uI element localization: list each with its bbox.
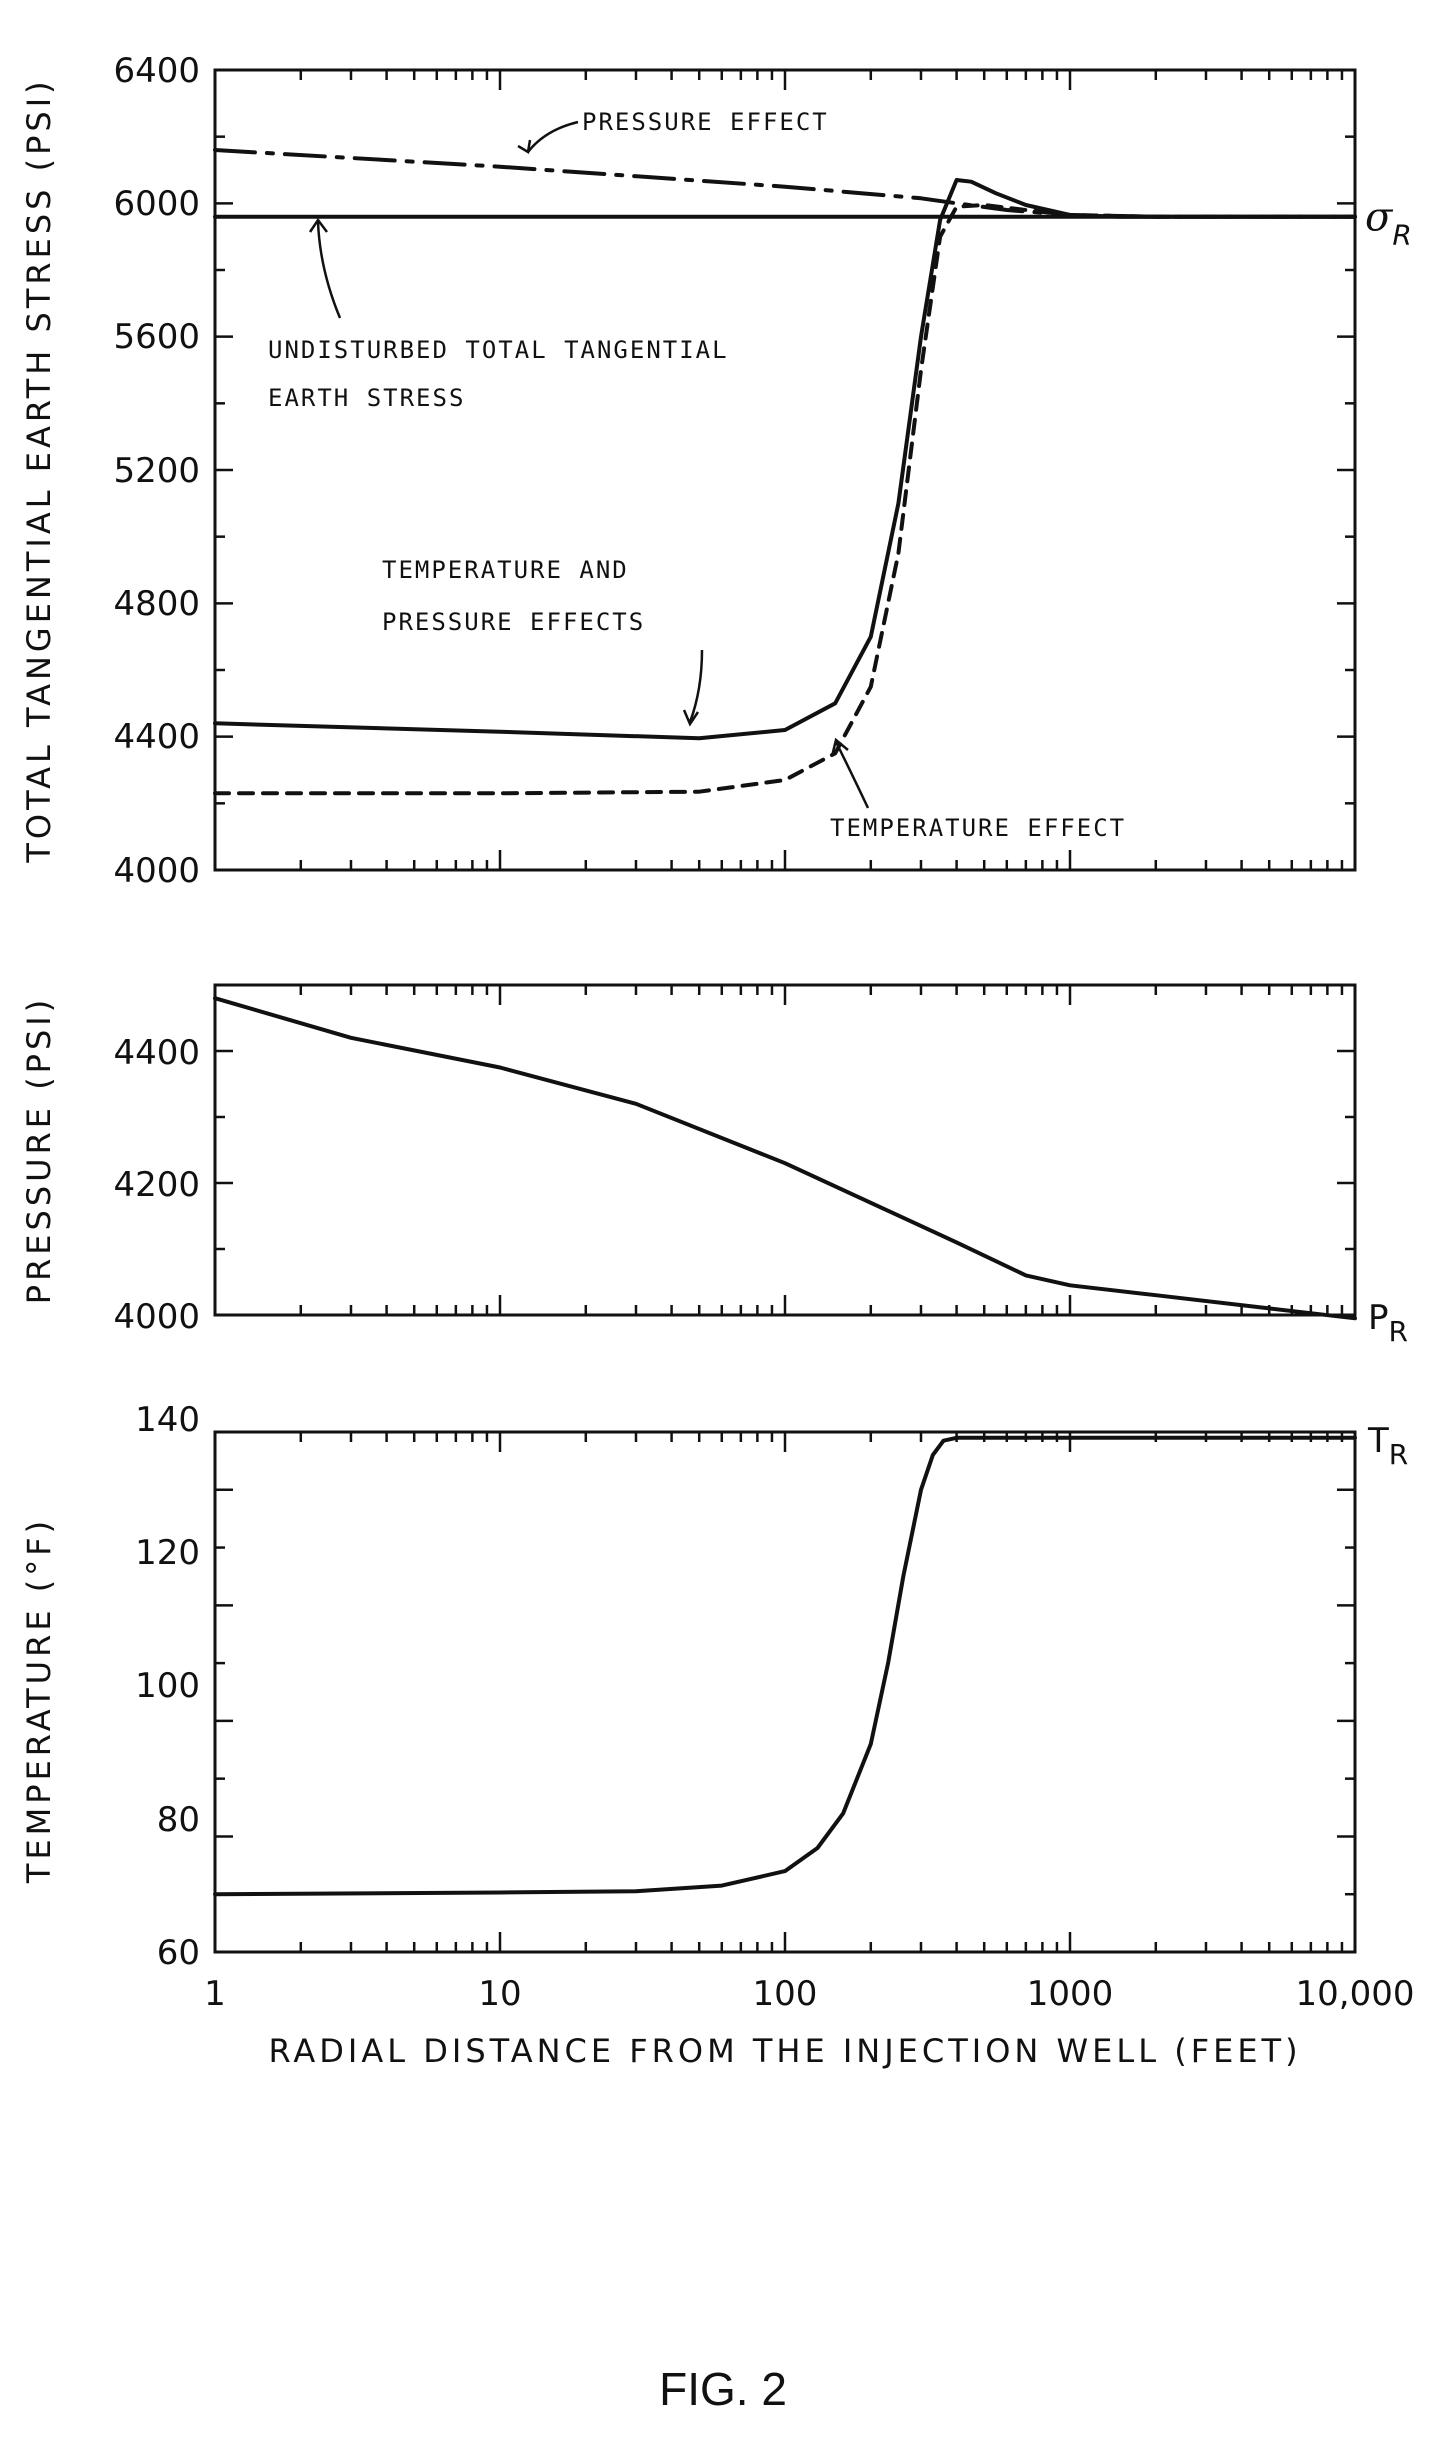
temperature-panel: TEMPERATURE (°F) 60 80 100 120 140 TR 1 …	[20, 1400, 1414, 2070]
temp-pressure-annotation-line2: PRESSURE EFFECTS	[382, 608, 645, 636]
pressure-effect-annotation: PRESSURE EFFECT	[582, 108, 829, 136]
temp-pressure-annotation-line1: TEMPERATURE AND	[382, 556, 629, 584]
pressure-plot-frame	[213, 983, 1357, 1317]
x-tick-label: 1	[204, 1974, 226, 2014]
pressure-effect-arrow	[527, 120, 579, 153]
temperature-effect-annotation: TEMPERATURE EFFECT	[830, 814, 1126, 842]
pressure-effect-arrowhead	[517, 139, 532, 155]
stress-y-tick: 5600	[113, 317, 200, 357]
temperature-y-tick: 100	[135, 1666, 200, 1706]
stress-plot-frame	[213, 68, 1357, 872]
stress-y-tick: 6400	[113, 51, 200, 91]
sigma-r-label: σR	[1365, 195, 1412, 252]
x-tick-label: 1000	[1027, 1974, 1114, 2014]
temperature-y-tick: 140	[135, 1400, 200, 1440]
pressure-y-tick: 4400	[113, 1033, 200, 1073]
temp-pressure-arrowhead	[682, 709, 700, 727]
stress-y-axis-label: TOTAL TANGENTIAL EARTH STRESS (PSI)	[20, 77, 58, 863]
pressure-y-axis-label: PRESSURE (PSI)	[20, 996, 58, 1304]
x-axis-label: RADIAL DISTANCE FROM THE INJECTION WELL …	[268, 2032, 1301, 2070]
pressure-y-tick: 4200	[113, 1165, 200, 1205]
temp-pressure-arrow	[688, 649, 704, 723]
temperature-y-axis-label: TEMPERATURE (°F)	[20, 1517, 58, 1884]
x-tick-label: 10	[478, 1974, 521, 2014]
temperature-y-tick: 80	[157, 1800, 200, 1840]
undisturbed-stress-annotation-line1: UNDISTURBED TOTAL TANGENTIAL	[268, 336, 729, 364]
pressure-y-tick: 4000	[113, 1297, 200, 1337]
stress-y-tick: 4400	[113, 717, 200, 757]
temperature-y-tick: 60	[157, 1933, 200, 1973]
temperature-plot-frame	[213, 1430, 1357, 1954]
pressure-axis-ticks	[213, 983, 1357, 1317]
undisturbed-stress-arrowhead	[308, 217, 328, 233]
undisturbed-stress-arrow	[316, 221, 342, 319]
stress-y-tick: 4000	[113, 851, 200, 891]
pressure-effect-line	[213, 148, 1357, 219]
stress-y-tick: 4800	[113, 584, 200, 624]
stress-panel: TOTAL TANGENTIAL EARTH STRESS (PSI) 6400…	[20, 51, 1412, 891]
temperature-effect-arrowhead	[830, 737, 849, 757]
temperature-and-pressure-effects-line	[213, 178, 1357, 741]
temperature-effect-line	[213, 203, 1357, 796]
stress-y-tick: 5200	[113, 451, 200, 491]
undisturbed-stress-annotation-line2: EARTH STRESS	[268, 384, 465, 412]
p-r-label: PR	[1368, 1298, 1408, 1348]
temperature-y-tick: 120	[135, 1533, 200, 1573]
x-tick-label: 100	[753, 1974, 818, 2014]
figure-caption: FIG. 2	[659, 2363, 787, 2415]
pressure-line	[213, 996, 1357, 1321]
t-r-label: TR	[1367, 1421, 1408, 1471]
pressure-panel: PRESSURE (PSI) 4400 4200 4000 PR	[20, 983, 1408, 1348]
temperature-line	[213, 1435, 1357, 1897]
x-tick-label: 10,000	[1296, 1974, 1415, 2014]
stress-y-tick: 6000	[113, 184, 200, 224]
temperature-axis-ticks	[213, 1430, 1357, 1954]
stress-axis-ticks	[213, 68, 1357, 872]
temperature-effect-arrow	[834, 741, 870, 809]
